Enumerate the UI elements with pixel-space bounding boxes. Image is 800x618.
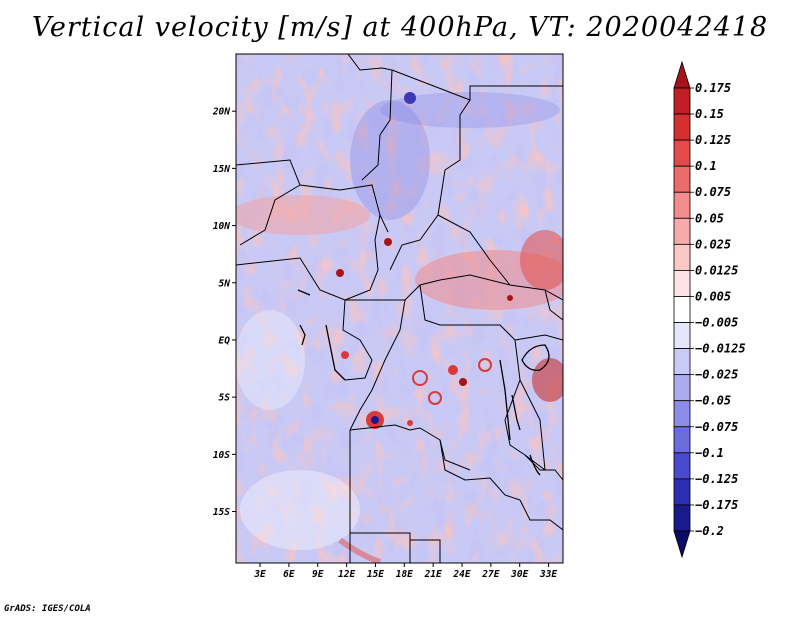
x-tick-label: 3E [253, 569, 266, 580]
colorbar-label: −0.005 [695, 316, 738, 330]
colorbar-box [673, 243, 691, 271]
colorbar-box [673, 113, 691, 141]
x-tick-label: 24E [452, 569, 470, 580]
colorbar-box [673, 426, 691, 454]
colorbar-box [673, 478, 691, 506]
colorbar-label: 0.1 [695, 159, 717, 173]
y-tick-label: 20N [212, 107, 230, 118]
lakes-coastline [297, 289, 550, 476]
x-axis: 3E 6E 9E 12E 15E 18E 21E 24E 27E 30E 33E [253, 563, 557, 580]
x-tick-label: 15E [367, 569, 384, 580]
x-tick-label: 6E [283, 569, 295, 580]
colorbar-bottom-arrow [673, 530, 691, 559]
colorbar-label: 0.0125 [695, 263, 738, 277]
plot-frame [235, 53, 564, 564]
colorbar-box [673, 504, 691, 532]
colorbar-label: 0.075 [695, 185, 731, 199]
y-tick-label: EQ [219, 335, 231, 346]
colorbar-box [673, 270, 691, 297]
x-tick-label: 21E [424, 569, 442, 580]
x-tick-label: 12E [338, 569, 355, 580]
x-tick-label: 33E [539, 569, 557, 580]
x-tick-label: 30E [510, 569, 528, 580]
grads-credit: GrADS: IGES/COLA [4, 604, 91, 614]
colorbar-box [673, 452, 691, 480]
y-tick-label: 5S [219, 393, 231, 404]
y-tick-label: 15N [213, 164, 230, 175]
colorbar-label: 0.125 [695, 133, 731, 147]
colorbar-box [673, 348, 691, 376]
colorbar-box [673, 165, 691, 193]
chart-svg: 3E 6E 9E 12E 15E 18E 21E 24E 27E 30E 33E 20N 15N 10N… [212, 53, 746, 580]
colorbar-label: 0.175 [695, 81, 731, 95]
chart-title: Vertical velocity [m/s] at 400hPa, VT: 2… [31, 12, 769, 43]
colorbar-label: 0.15 [695, 107, 724, 121]
colorbar-box [673, 87, 691, 115]
x-tick-label: 18E [396, 569, 413, 580]
colorbar-label: −0.125 [695, 472, 738, 486]
y-tick-label: 10N [213, 221, 230, 232]
colorbar-label: −0.025 [695, 368, 738, 382]
colorbar-label: 0.05 [695, 211, 724, 225]
x-tick-label: 27E [481, 569, 499, 580]
colorbar-box [673, 322, 691, 349]
colorbar-box [673, 400, 691, 428]
colorbar-box [673, 191, 691, 219]
velocity-field [236, 54, 563, 563]
colorbar-label: −0.0125 [695, 342, 746, 356]
colorbar-box [673, 374, 691, 402]
colorbar-label: −0.2 [695, 524, 724, 538]
colorbar-label: −0.1 [695, 446, 724, 460]
y-tick-label: 5N [219, 278, 231, 289]
colorbar: 0.175 0.15 0.125 0.1 0.075 0.05 0.025 0.0125 0.0… [673, 60, 746, 559]
colorbar-label: 0.025 [695, 237, 731, 251]
y-tick-label: 15S [213, 507, 230, 518]
colorbar-label: −0.075 [695, 420, 738, 434]
x-tick-label: 9E [312, 569, 324, 580]
colorbar-box [673, 139, 691, 167]
colorbar-label: 0.005 [695, 289, 731, 303]
colorbar-box [673, 296, 691, 323]
colorbar-label: −0.175 [695, 498, 738, 512]
y-axis: 20N 15N 10N 5N EQ 5S 10S 15S [212, 107, 236, 518]
colorbar-box [673, 217, 691, 245]
colorbar-top-arrow [673, 60, 691, 89]
y-tick-label: 10S [213, 450, 230, 461]
colorbar-label: −0.05 [695, 394, 731, 408]
